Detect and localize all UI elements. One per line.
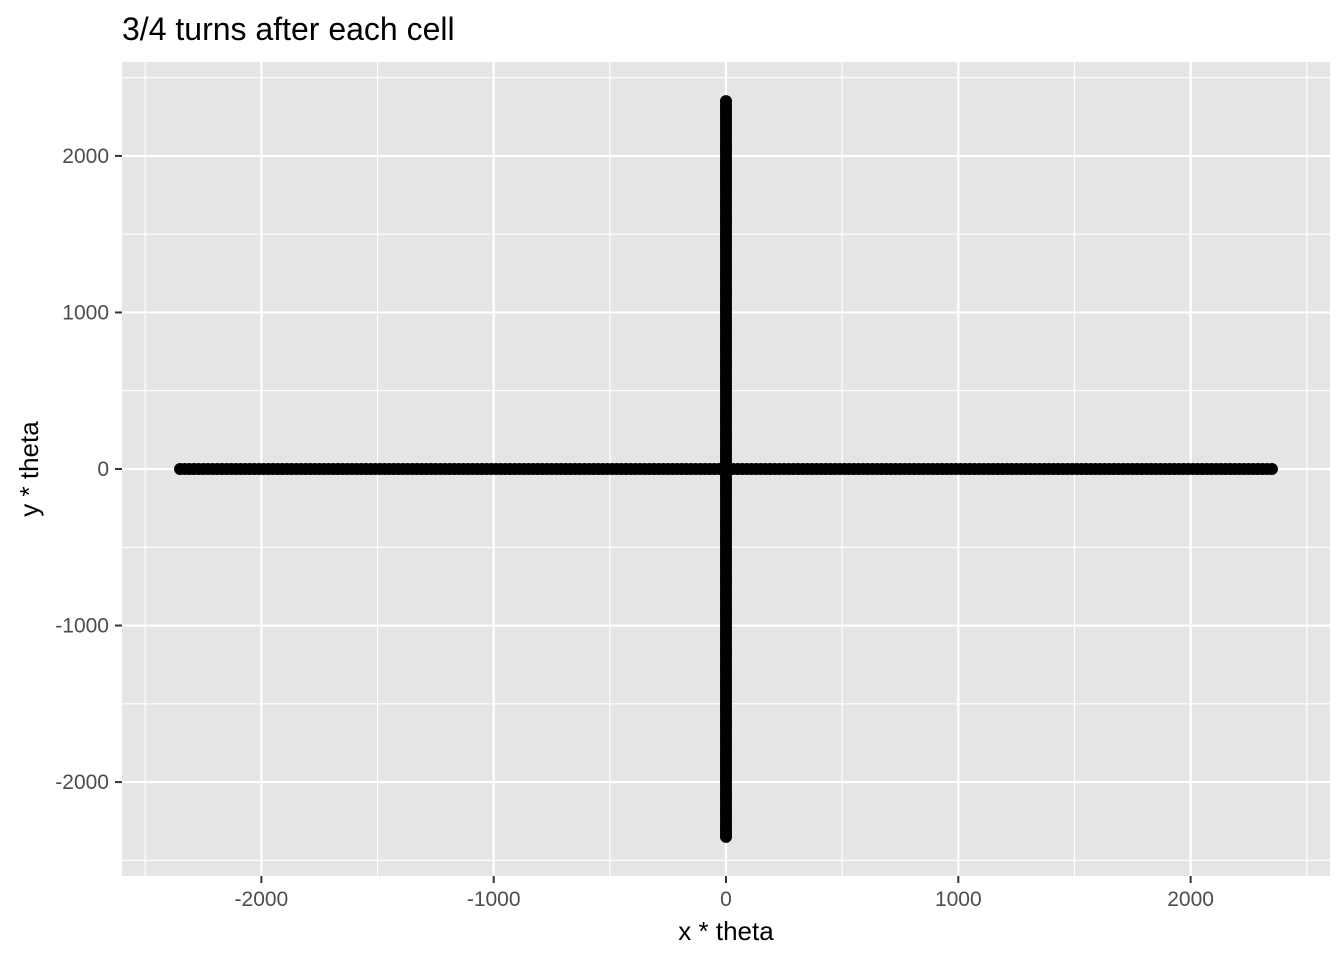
chart-title: 3/4 turns after each cell bbox=[122, 11, 455, 47]
data-points bbox=[174, 95, 1278, 843]
x-axis-title: x * theta bbox=[678, 916, 774, 946]
y-tick-label: 2000 bbox=[62, 145, 109, 168]
y-tick-label: 1000 bbox=[62, 301, 109, 324]
x-tick-label: 1000 bbox=[935, 888, 982, 911]
x-tick-label: 2000 bbox=[1167, 888, 1214, 911]
y-axis-title: y * theta bbox=[14, 421, 44, 517]
data-point bbox=[1265, 463, 1278, 475]
x-tick-label: -1000 bbox=[467, 888, 521, 911]
x-axis: -2000 -1000 0 1000 2000 bbox=[235, 876, 1214, 911]
data-point bbox=[720, 95, 732, 108]
y-axis: 2000 1000 0 -1000 -2000 bbox=[55, 145, 122, 794]
y-tick-label: 0 bbox=[97, 458, 109, 481]
x-tick-label: 0 bbox=[720, 888, 732, 911]
y-tick-label: -1000 bbox=[55, 615, 109, 638]
y-tick-label: -2000 bbox=[55, 771, 109, 794]
x-tick-label: -2000 bbox=[235, 888, 289, 911]
